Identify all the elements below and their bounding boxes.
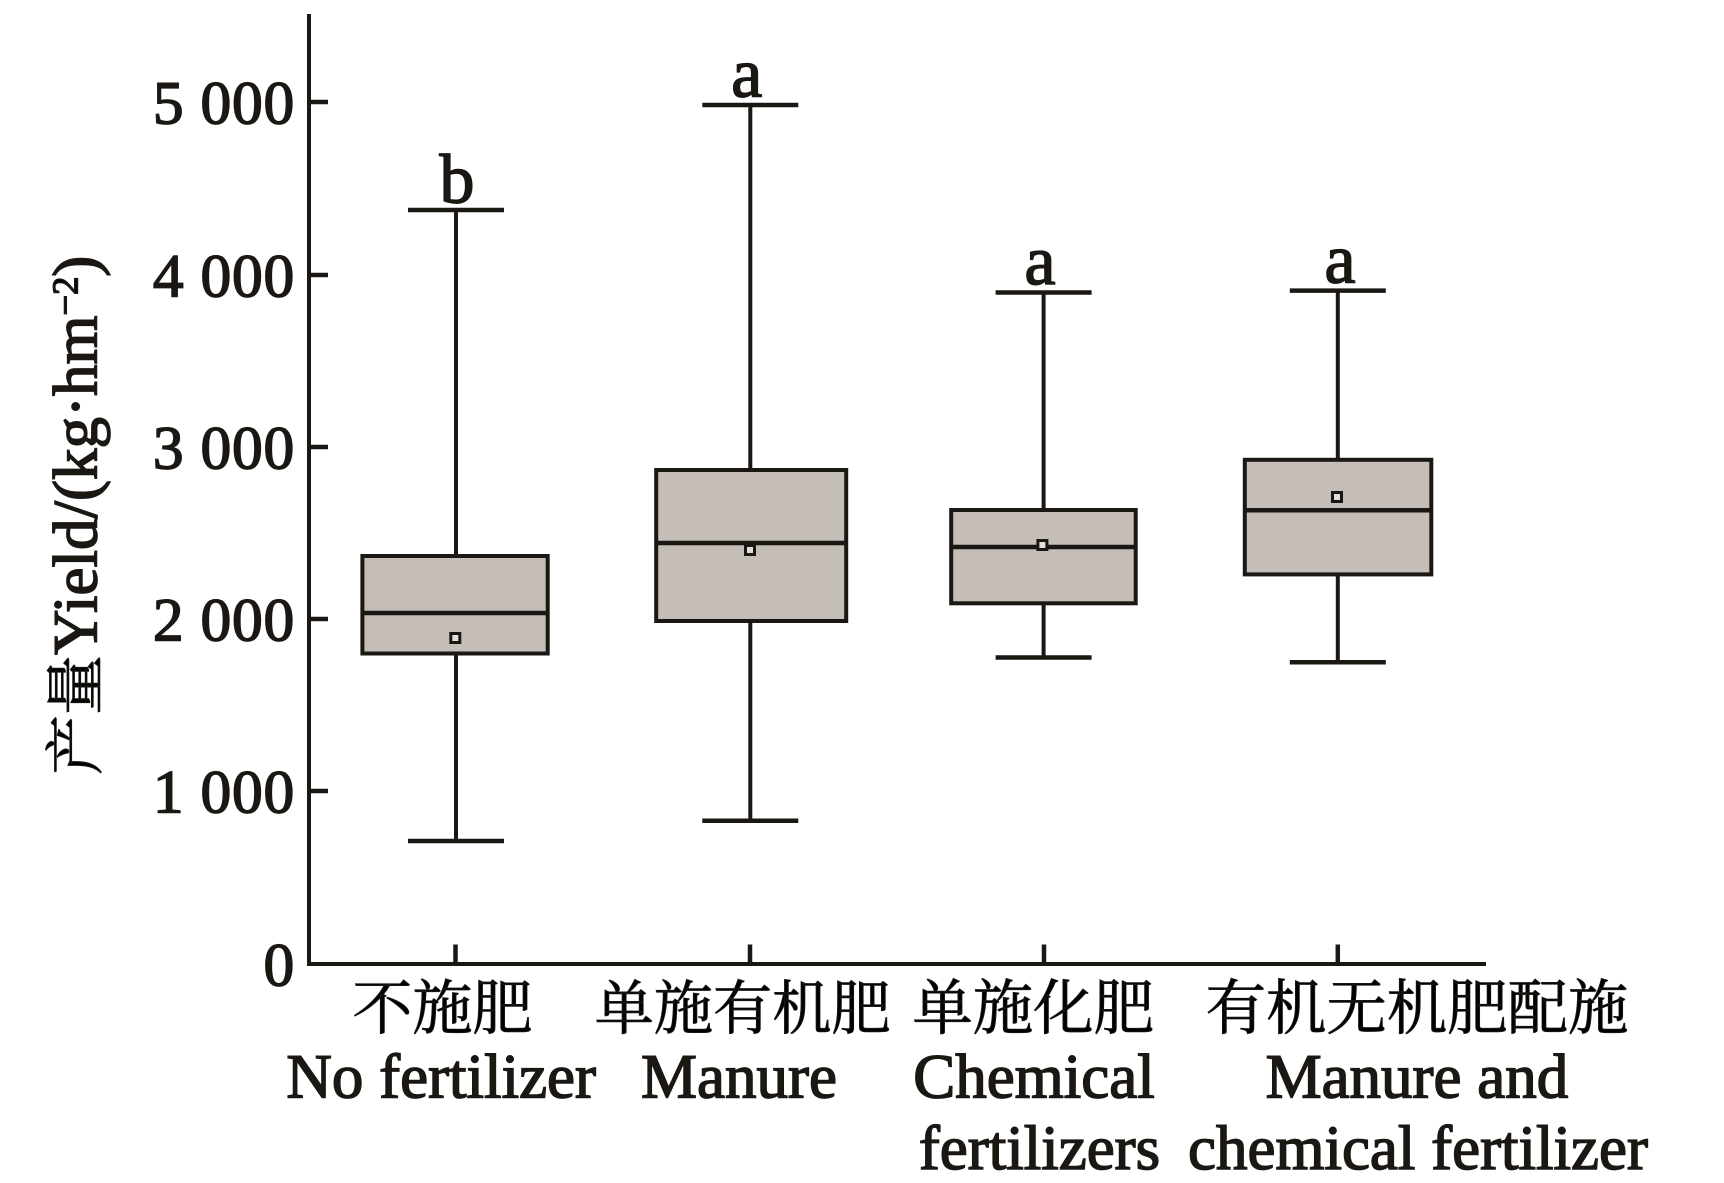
svg-text:Yield/(kg·hm: Yield/(kg·hm bbox=[41, 316, 111, 655]
svg-text:a: a bbox=[731, 36, 762, 113]
svg-text:1 000: 1 000 bbox=[153, 759, 295, 827]
svg-text:5 000: 5 000 bbox=[153, 70, 295, 138]
svg-text:Manure: Manure bbox=[641, 1042, 837, 1112]
svg-text:fertilizers: fertilizers bbox=[919, 1113, 1160, 1183]
svg-text:a: a bbox=[1024, 223, 1055, 300]
svg-text:0: 0 bbox=[264, 932, 296, 1000]
svg-text:No fertilizer: No fertilizer bbox=[286, 1042, 596, 1112]
svg-text:Chemical: Chemical bbox=[913, 1042, 1154, 1112]
svg-text:b: b bbox=[440, 142, 475, 219]
svg-text:4 000: 4 000 bbox=[153, 243, 295, 311]
svg-text:3 000: 3 000 bbox=[153, 415, 295, 483]
svg-text:Manure and: Manure and bbox=[1266, 1042, 1569, 1112]
svg-text:2 000: 2 000 bbox=[153, 587, 295, 655]
svg-text:a: a bbox=[1324, 222, 1355, 299]
svg-text:chemical fertilizer: chemical fertilizer bbox=[1188, 1113, 1648, 1183]
svg-text:): ) bbox=[41, 256, 111, 277]
